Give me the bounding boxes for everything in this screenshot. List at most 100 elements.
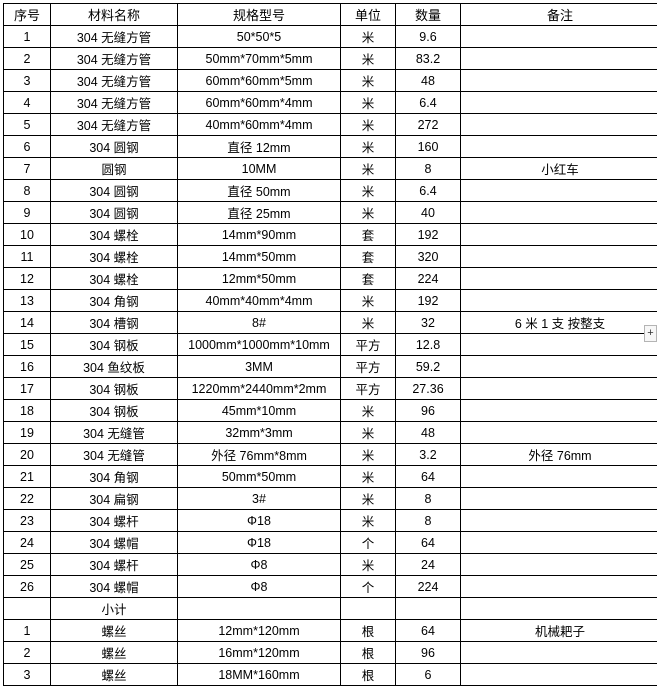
- cell-材料名称: 螺丝: [51, 620, 178, 642]
- cell-单位: 米: [341, 92, 396, 114]
- cell-序号: 19: [4, 422, 51, 444]
- cell-材料名称: 304 钢板: [51, 334, 178, 356]
- cell-数量: 32: [396, 312, 461, 334]
- cell-数量: 6.4: [396, 180, 461, 202]
- cell-材料名称: 304 无缝方管: [51, 92, 178, 114]
- cell-规格型号: [178, 598, 341, 620]
- cell-备注: [461, 114, 657, 136]
- cell-材料名称: 螺丝: [51, 642, 178, 664]
- cell-规格型号: 12mm*120mm: [178, 620, 341, 642]
- cell-备注: [461, 356, 657, 378]
- cell-数量: 40: [396, 202, 461, 224]
- cell-单位: 米: [341, 422, 396, 444]
- column-header: 备注: [461, 4, 657, 26]
- cell-序号: 3: [4, 664, 51, 686]
- cell-材料名称: 304 螺栓: [51, 268, 178, 290]
- cell-备注: 6 米 1 支 按整支: [461, 312, 657, 334]
- cell-材料名称: 304 槽钢: [51, 312, 178, 334]
- cell-序号: 13: [4, 290, 51, 312]
- cell-规格型号: 40mm*40mm*4mm: [178, 290, 341, 312]
- table-header-row: 序号材料名称规格型号单位数量备注: [4, 4, 657, 26]
- cell-单位: 平方: [341, 334, 396, 356]
- cell-材料名称: 304 螺帽: [51, 576, 178, 598]
- cell-数量: 64: [396, 532, 461, 554]
- expand-outline-button[interactable]: +: [644, 325, 657, 342]
- cell-材料名称: 304 钢板: [51, 400, 178, 422]
- cell-规格型号: 8#: [178, 312, 341, 334]
- cell-数量: 24: [396, 554, 461, 576]
- cell-数量: 64: [396, 466, 461, 488]
- cell-序号: 9: [4, 202, 51, 224]
- cell-规格型号: Φ8: [178, 554, 341, 576]
- cell-单位: 米: [341, 202, 396, 224]
- cell-材料名称: 小计: [51, 598, 178, 620]
- cell-单位: 米: [341, 158, 396, 180]
- cell-备注: [461, 598, 657, 620]
- cell-备注: [461, 466, 657, 488]
- cell-序号: 18: [4, 400, 51, 422]
- cell-序号: 12: [4, 268, 51, 290]
- cell-备注: [461, 202, 657, 224]
- cell-单位: 米: [341, 26, 396, 48]
- cell-备注: 机械耙子: [461, 620, 657, 642]
- cell-数量: 6.4: [396, 92, 461, 114]
- cell-数量: 59.2: [396, 356, 461, 378]
- cell-序号: 15: [4, 334, 51, 356]
- cell-规格型号: 18MM*160mm: [178, 664, 341, 686]
- cell-备注: [461, 378, 657, 400]
- cell-材料名称: 304 螺杆: [51, 554, 178, 576]
- cell-单位: 米: [341, 70, 396, 92]
- cell-备注: [461, 268, 657, 290]
- cell-材料名称: 304 圆钢: [51, 180, 178, 202]
- cell-序号: 2: [4, 48, 51, 70]
- cell-备注: 外径 76mm: [461, 444, 657, 466]
- cell-规格型号: 外径 76mm*8mm: [178, 444, 341, 466]
- cell-材料名称: 304 无缝方管: [51, 70, 178, 92]
- cell-数量: 48: [396, 70, 461, 92]
- cell-数量: 64: [396, 620, 461, 642]
- cell-材料名称: 304 角钢: [51, 466, 178, 488]
- cell-备注: [461, 48, 657, 70]
- cell-序号: 5: [4, 114, 51, 136]
- cell-备注: [461, 136, 657, 158]
- cell-数量: 9.6: [396, 26, 461, 48]
- cell-数量: 192: [396, 290, 461, 312]
- cell-规格型号: 14mm*50mm: [178, 246, 341, 268]
- cell-数量: 8: [396, 158, 461, 180]
- column-header: 规格型号: [178, 4, 341, 26]
- cell-规格型号: 60mm*60mm*4mm: [178, 92, 341, 114]
- cell-单位: 米: [341, 554, 396, 576]
- column-header: 材料名称: [51, 4, 178, 26]
- cell-规格型号: 14mm*90mm: [178, 224, 341, 246]
- cell-序号: 6: [4, 136, 51, 158]
- cell-数量: 27.36: [396, 378, 461, 400]
- cell-单位: 个: [341, 576, 396, 598]
- cell-序号: 21: [4, 466, 51, 488]
- cell-材料名称: 圆钢: [51, 158, 178, 180]
- cell-单位: 米: [341, 510, 396, 532]
- cell-材料名称: 304 螺栓: [51, 246, 178, 268]
- cell-序号: [4, 598, 51, 620]
- cell-备注: [461, 554, 657, 576]
- cell-备注: [461, 576, 657, 598]
- cell-序号: 16: [4, 356, 51, 378]
- cell-规格型号: 10MM: [178, 158, 341, 180]
- cell-备注: [461, 532, 657, 554]
- cell-备注: [461, 334, 657, 356]
- cell-规格型号: Φ18: [178, 532, 341, 554]
- cell-序号: 10: [4, 224, 51, 246]
